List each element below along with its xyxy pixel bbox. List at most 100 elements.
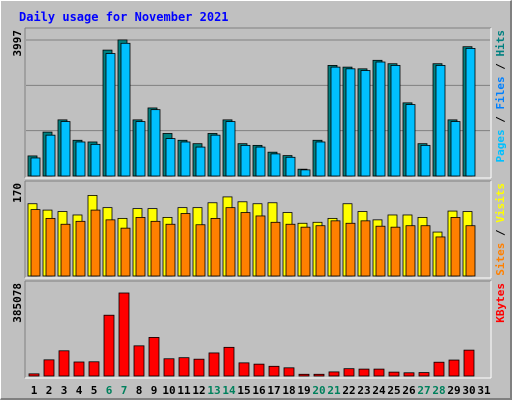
bar-requests-files-day-20: [315, 141, 326, 177]
bar-visits-sites-day-26: [405, 225, 416, 277]
bar-visits-sites-day-4: [75, 220, 86, 277]
bar-requests-files-day-28: [435, 65, 446, 177]
x-tick-label-day-19: 19: [297, 384, 310, 397]
bar-requests-files-day-11: [180, 141, 191, 177]
panel-requests: 3997 Pages / Files / Hits: [11, 27, 507, 179]
x-tick-label-day-10: 10: [162, 384, 175, 397]
bar-kbytes-kbytes-day-5: [88, 361, 100, 377]
x-tick-label-day-20: 20: [312, 384, 325, 397]
x-tick-label-day-8: 8: [136, 384, 143, 397]
bar-visits-sites-day-19: [300, 226, 311, 277]
bar-kbytes-kbytes-day-15: [238, 362, 250, 377]
bar-visits-sites-day-14: [225, 207, 236, 277]
bar-visits-sites-day-24: [375, 225, 386, 277]
x-tick-label-day-9: 9: [151, 384, 158, 397]
bar-requests-files-day-18: [285, 156, 296, 177]
plot-area: [25, 281, 491, 378]
x-tick-label-day-12: 12: [192, 384, 205, 397]
bar-kbytes-kbytes-day-29: [448, 359, 460, 377]
bar-visits-sites-day-16: [255, 215, 266, 277]
x-tick-label-day-7: 7: [121, 384, 128, 397]
bar-visits-sites-day-1: [30, 209, 41, 277]
bar-requests-files-day-22: [345, 68, 356, 177]
bar-kbytes-kbytes-day-26: [403, 372, 415, 377]
bar-visits-sites-day-8: [135, 217, 146, 277]
bar-kbytes-kbytes-day-21: [328, 371, 340, 377]
bar-visits-sites-day-6: [105, 219, 116, 277]
x-tick-label-day-17: 17: [267, 384, 280, 397]
x-tick-label-day-5: 5: [91, 384, 98, 397]
bar-kbytes-kbytes-day-6: [103, 314, 115, 377]
bar-visits-sites-day-25: [390, 226, 401, 277]
x-tick-label-day-22: 22: [342, 384, 355, 397]
series-label-part: KBytes: [494, 283, 507, 323]
bar-requests-files-day-15: [240, 144, 251, 177]
bar-kbytes-kbytes-day-20: [313, 373, 325, 377]
bar-requests-files-day-29: [450, 121, 461, 177]
series-label-part: Sites: [494, 243, 507, 276]
bar-requests-files-day-14: [225, 121, 236, 177]
bar-visits-sites-day-2: [45, 217, 56, 277]
x-tick-label-day-2: 2: [46, 384, 53, 397]
bar-visits-sites-day-15: [240, 212, 251, 277]
bar-requests-files-day-30: [465, 48, 476, 177]
bar-requests-files-day-13: [210, 134, 221, 177]
series-label-part: Visits: [494, 183, 507, 223]
bar-visits-sites-day-22: [345, 222, 356, 277]
chart-panels: 3997 Pages / Files / Hits 170 Sites / Visit…: [11, 27, 507, 379]
bar-requests-files-day-21: [330, 66, 341, 177]
bar-kbytes-kbytes-day-4: [73, 361, 85, 377]
x-tick-label-day-14: 14: [222, 384, 236, 397]
bar-kbytes-kbytes-day-2: [43, 359, 55, 377]
bar-kbytes-kbytes-day-9: [148, 337, 160, 377]
bar-visits-sites-day-11: [180, 213, 191, 277]
bar-kbytes-kbytes-day-30: [463, 349, 475, 377]
bar-visits-sites-day-20: [315, 225, 326, 277]
bar-kbytes-kbytes-day-1: [28, 373, 40, 377]
x-tick-label-day-18: 18: [282, 384, 295, 397]
bar-requests-files-day-1: [30, 157, 41, 177]
bar-requests-files-day-17: [270, 153, 281, 177]
bar-kbytes-kbytes-day-3: [58, 350, 70, 377]
bar-requests-files-day-24: [375, 61, 386, 177]
bar-kbytes-kbytes-day-22: [343, 368, 355, 377]
bar-kbytes-kbytes-day-12: [193, 358, 205, 377]
bar-requests-files-day-3: [60, 121, 71, 177]
series-label-requests: Pages / Files / Hits: [494, 30, 507, 163]
bar-kbytes-kbytes-day-18: [283, 367, 295, 377]
y-max-label: 170: [11, 183, 24, 203]
bar-requests-files-day-4: [75, 141, 86, 177]
bar-visits-sites-day-10: [165, 223, 176, 277]
x-tick-label-day-24: 24: [372, 384, 386, 397]
y-max-label: 3997: [11, 30, 24, 57]
bar-requests-files-day-6: [105, 53, 116, 177]
x-tick-label-day-11: 11: [177, 384, 191, 397]
x-tick-label-day-27: 27: [417, 384, 430, 397]
bar-kbytes-kbytes-day-14: [223, 346, 235, 377]
series-label-part: /: [494, 223, 507, 243]
bar-visits-sites-day-5: [90, 209, 101, 277]
bar-requests-files-day-12: [195, 146, 206, 177]
bar-requests-files-day-10: [165, 138, 176, 177]
bar-visits-sites-day-30: [465, 225, 476, 277]
bar-visits-sites-day-23: [360, 220, 371, 277]
x-tick-label-day-21: 21: [327, 384, 341, 397]
chart-title: Daily usage for November 2021: [19, 10, 229, 24]
x-tick-label-day-30: 30: [462, 384, 475, 397]
x-tick-label-day-13: 13: [207, 384, 220, 397]
bar-requests-files-day-7: [120, 42, 131, 177]
x-tick-label-day-1: 1: [31, 384, 38, 397]
panel-visits: 170 Sites / Visits: [11, 180, 507, 279]
bar-visits-sites-day-21: [330, 220, 341, 277]
bar-kbytes-kbytes-day-16: [253, 363, 265, 377]
bar-requests-files-day-9: [150, 109, 161, 177]
bar-requests-files-day-5: [90, 143, 101, 177]
x-axis-labels: 1 2 3 4 5 6 7 8 9 10 11 12 13 14 15 16 17 18 19 20 21 22 23 24 2…: [31, 384, 491, 397]
x-tick-label-day-25: 25: [387, 384, 400, 397]
bar-kbytes-kbytes-day-25: [388, 371, 400, 377]
bar-kbytes-kbytes-day-17: [268, 365, 280, 377]
bar-kbytes-kbytes-day-8: [133, 345, 145, 377]
series-label-part: Files: [494, 76, 507, 109]
